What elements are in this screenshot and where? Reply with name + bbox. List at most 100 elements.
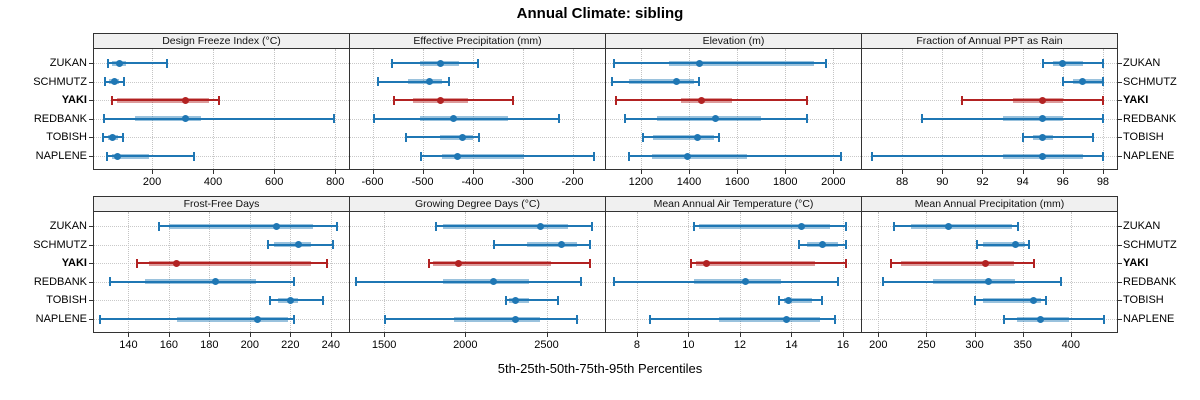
axis-tick	[472, 170, 474, 174]
percentile-range-line-yaki	[111, 99, 219, 102]
grid-line-horizontal	[606, 137, 861, 139]
percentile-range-line-tobish	[974, 299, 1046, 302]
median-dot-naplene	[1037, 315, 1045, 323]
grid-line-vertical	[640, 49, 642, 169]
median-dot-zukan	[696, 59, 704, 67]
whisker-cap-95th-naplene	[293, 314, 296, 324]
axis-tick-label: 2000	[821, 176, 846, 188]
grid-line-horizontal	[862, 137, 1117, 139]
grid-line-vertical	[128, 212, 130, 332]
row-tick-left	[89, 244, 93, 246]
percentile-range-line-zukan	[1042, 62, 1103, 64]
site-label-left-zukan: ZUKAN	[49, 220, 87, 232]
iqr-bar-redbank	[693, 279, 782, 285]
grid-line-vertical	[1062, 49, 1064, 169]
percentile-range-line-yaki	[615, 99, 807, 102]
site-label-right-schmutz: SCHMUTZ	[1123, 238, 1177, 251]
grid-line-horizontal	[350, 244, 605, 246]
grid-line-vertical	[152, 49, 154, 169]
grid-line-horizontal	[862, 319, 1117, 320]
whisker-cap-95th-redbank	[836, 277, 839, 287]
axis-tick-label: -600	[361, 176, 384, 188]
iqr-bar-yaki	[680, 97, 733, 103]
iqr-bar-redbank	[144, 279, 256, 285]
axis-tick	[290, 333, 292, 337]
iqr-bar-yaki	[116, 97, 209, 103]
whisker-cap-5th-tobish	[1021, 132, 1024, 142]
axis-tick-label: 94	[1016, 176, 1029, 188]
site-label-left-tobish: TOBISH	[46, 131, 87, 144]
whisker-cap-5th-schmutz	[492, 240, 495, 250]
percentile-range-line-yaki	[428, 262, 590, 265]
median-dot-redbank	[984, 278, 992, 286]
percentile-range-line-redbank	[883, 280, 1062, 283]
iqr-bar-redbank	[420, 116, 508, 122]
axis-tick	[636, 333, 638, 337]
whisker-cap-95th-zukan	[591, 221, 593, 231]
axis-tick-label: 2500	[534, 339, 559, 351]
axis-tick-label: 300	[965, 339, 984, 351]
axis-tick-label: -400	[461, 176, 484, 188]
axis-tick-label: 600	[264, 176, 284, 188]
median-dot-zukan	[536, 222, 544, 230]
panel-header-elevation-m: Elevation (m)	[605, 33, 862, 49]
grid-line-vertical	[384, 212, 386, 332]
whisker-cap-5th-naplene	[99, 314, 102, 324]
iqr-bar-zukan	[442, 223, 568, 229]
row-tick-right	[1118, 137, 1122, 139]
site-label-left-redbank: REDBANK	[33, 112, 87, 125]
whisker-cap-95th-redbank	[580, 277, 583, 287]
percentile-range-line-yaki	[393, 99, 513, 102]
median-dot-redbank	[490, 278, 498, 286]
axis-tick	[465, 333, 467, 337]
grid-line-vertical	[688, 49, 690, 169]
panel-effective-precipitation-mm	[349, 48, 606, 170]
whisker-cap-95th-zukan	[1101, 58, 1104, 68]
axis-tick-label: -300	[511, 176, 534, 188]
whisker-cap-95th-schmutz	[447, 77, 450, 87]
panel-mean-annual-air-temperature-c	[605, 211, 862, 333]
grid-line-vertical	[982, 49, 984, 169]
row-tick-left	[89, 81, 93, 83]
percentile-range-line-yaki	[890, 262, 1035, 265]
site-label-left-naplene: NAPLENE	[35, 150, 87, 162]
site-label-right-redbank: REDBANK	[1123, 275, 1177, 288]
grid-line-vertical	[372, 49, 374, 169]
whisker-cap-95th-redbank	[293, 277, 296, 287]
iqr-bar-naplene	[176, 316, 289, 322]
axis-tick-label: 800	[326, 176, 345, 188]
percentile-range-line-redbank	[110, 280, 295, 283]
whisker-cap-95th-redbank	[1101, 114, 1104, 124]
axis-tick-label: 2000	[453, 339, 478, 351]
median-dot-redbank	[450, 115, 457, 123]
whisker-cap-95th-naplene	[839, 151, 842, 161]
axis-tick	[1070, 333, 1072, 337]
axis-tick	[688, 170, 690, 174]
whisker-cap-5th-naplene	[871, 151, 874, 161]
iqr-bar-zukan	[668, 60, 815, 66]
whisker-cap-5th-naplene	[648, 314, 651, 324]
site-label-left-yaki: YAKI	[61, 257, 87, 270]
row-tick-left	[89, 319, 93, 320]
percentile-range-line-naplene	[649, 318, 836, 320]
axis-tick	[878, 333, 880, 337]
percentile-range-line-yaki	[691, 262, 846, 265]
grid-line-vertical	[942, 49, 944, 169]
axis-tick-label: 98	[1096, 176, 1110, 188]
axis-tick	[152, 170, 154, 174]
iqr-bar-schmutz	[628, 79, 694, 85]
whisker-cap-5th-tobish	[405, 132, 407, 142]
iqr-bar-schmutz	[527, 242, 578, 248]
site-label-right-zukan: ZUKAN	[1123, 220, 1161, 232]
grid-line-vertical	[737, 49, 739, 169]
axis-tick-label: 240	[321, 339, 340, 351]
iqr-bar-naplene	[651, 153, 747, 159]
grid-line-horizontal	[862, 81, 1117, 83]
grid-line-horizontal	[606, 244, 861, 246]
whisker-cap-5th-yaki	[889, 258, 892, 268]
axis-tick	[546, 333, 548, 337]
axis-tick	[791, 333, 793, 337]
percentile-range-line-redbank	[356, 280, 582, 283]
grid-line-vertical	[335, 49, 337, 169]
whisker-cap-5th-yaki	[427, 258, 430, 268]
